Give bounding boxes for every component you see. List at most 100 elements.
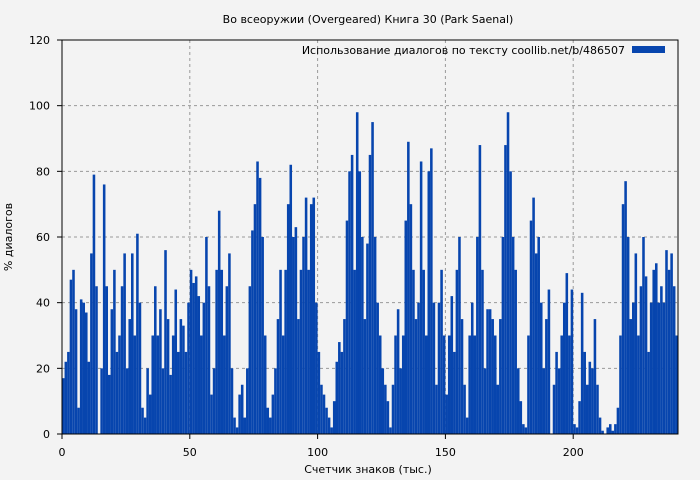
bar bbox=[542, 368, 546, 434]
bar bbox=[419, 161, 423, 434]
bar bbox=[621, 204, 625, 434]
bar bbox=[391, 384, 395, 434]
bar bbox=[447, 335, 451, 434]
bar bbox=[171, 335, 175, 434]
chart-title: Во всеоружии (Overgeared) Книга 30 (Park… bbox=[223, 13, 514, 26]
bar bbox=[304, 197, 308, 434]
bar bbox=[496, 384, 500, 434]
bar bbox=[136, 233, 139, 434]
bar bbox=[585, 384, 589, 434]
bar bbox=[200, 335, 203, 434]
bar bbox=[614, 424, 617, 434]
legend-swatch bbox=[632, 46, 665, 53]
bar bbox=[389, 427, 392, 434]
bar bbox=[626, 237, 630, 434]
bar bbox=[575, 427, 579, 434]
bar bbox=[82, 302, 86, 434]
bar bbox=[261, 237, 264, 434]
bar bbox=[72, 269, 75, 434]
bar bbox=[649, 302, 653, 434]
bar bbox=[355, 112, 359, 434]
bar bbox=[486, 309, 489, 434]
y-tick-label: 120 bbox=[29, 34, 50, 47]
bar bbox=[350, 154, 354, 434]
bar bbox=[154, 286, 157, 434]
bar bbox=[297, 319, 300, 434]
bar bbox=[95, 286, 98, 434]
bar bbox=[501, 237, 505, 434]
bar bbox=[660, 286, 663, 434]
bar bbox=[470, 302, 474, 434]
bar bbox=[263, 335, 267, 434]
bar bbox=[307, 269, 310, 434]
bar bbox=[468, 335, 471, 434]
bar bbox=[440, 269, 443, 434]
bar bbox=[384, 384, 387, 434]
bar bbox=[131, 253, 134, 434]
bar bbox=[453, 351, 456, 434]
bar bbox=[606, 427, 609, 434]
x-tick-label: 0 bbox=[59, 446, 66, 459]
bar bbox=[547, 289, 551, 434]
bar bbox=[210, 394, 213, 434]
bar bbox=[665, 250, 668, 434]
bar bbox=[230, 368, 234, 434]
bar bbox=[516, 368, 520, 434]
bar bbox=[570, 289, 574, 434]
bar bbox=[527, 335, 530, 434]
bar bbox=[64, 361, 68, 434]
bar bbox=[120, 286, 124, 434]
bar bbox=[194, 276, 198, 434]
bar bbox=[315, 302, 318, 434]
bar bbox=[166, 319, 170, 434]
bar bbox=[414, 319, 418, 434]
bar bbox=[465, 417, 469, 434]
bar bbox=[363, 319, 367, 434]
bar bbox=[430, 148, 433, 434]
bar bbox=[74, 309, 78, 434]
y-tick-label: 40 bbox=[36, 297, 50, 310]
bar bbox=[593, 319, 597, 434]
bar bbox=[394, 335, 397, 434]
bar bbox=[327, 417, 331, 434]
bar bbox=[159, 309, 162, 434]
bar bbox=[138, 302, 142, 434]
bar bbox=[555, 351, 558, 434]
x-tick-label: 150 bbox=[435, 446, 456, 459]
bar bbox=[639, 286, 643, 434]
bar bbox=[133, 335, 137, 434]
y-tick-label: 100 bbox=[29, 100, 50, 113]
bar bbox=[256, 161, 259, 434]
bar bbox=[246, 368, 249, 434]
bar bbox=[481, 269, 484, 434]
bar bbox=[524, 427, 528, 434]
bar bbox=[169, 374, 172, 434]
bar bbox=[450, 296, 454, 434]
y-axis: 0 20 40 60 80 100 120 bbox=[29, 34, 62, 441]
bar bbox=[148, 394, 152, 434]
bar bbox=[407, 141, 410, 435]
bar bbox=[123, 253, 126, 434]
bar bbox=[251, 230, 254, 434]
bar bbox=[422, 269, 425, 434]
bar bbox=[381, 368, 385, 434]
bar bbox=[509, 171, 512, 435]
bar bbox=[225, 286, 229, 434]
bar bbox=[240, 384, 244, 434]
bar bbox=[276, 319, 280, 434]
bar bbox=[292, 237, 295, 434]
bar bbox=[373, 237, 377, 434]
bar bbox=[644, 276, 648, 434]
bar bbox=[437, 302, 441, 434]
bar bbox=[376, 302, 379, 434]
bar bbox=[281, 335, 285, 434]
bar bbox=[118, 335, 121, 434]
bar bbox=[522, 424, 525, 434]
bar bbox=[657, 302, 661, 434]
bar bbox=[361, 237, 364, 434]
bar bbox=[151, 335, 155, 434]
bar bbox=[332, 401, 336, 434]
bar bbox=[634, 253, 638, 434]
bar bbox=[90, 253, 93, 434]
